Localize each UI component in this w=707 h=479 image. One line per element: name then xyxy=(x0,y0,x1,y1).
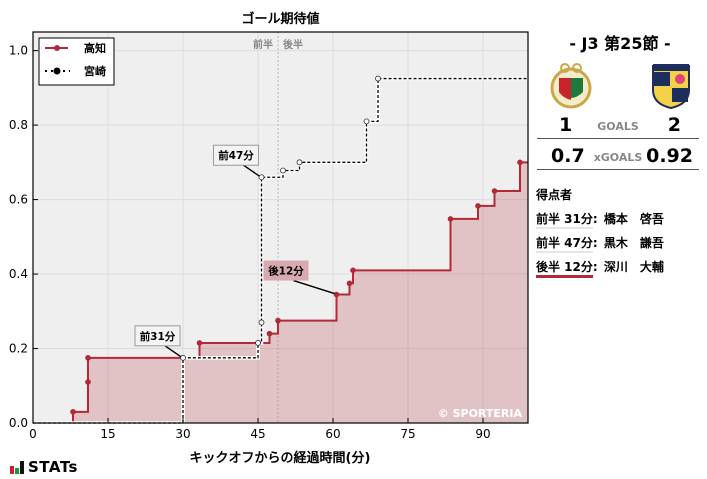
scorer-name: 橋本 啓吾 xyxy=(603,212,664,226)
svg-text:1.0: 1.0 xyxy=(9,44,28,58)
svg-text:30: 30 xyxy=(175,427,190,441)
scorer-name: 深川 大輔 xyxy=(603,260,664,274)
first-half-label: 前半 xyxy=(253,38,273,51)
chart-title: ゴール期待値 xyxy=(241,12,320,27)
svg-text:0.6: 0.6 xyxy=(9,193,28,207)
away-goals: 2 xyxy=(667,114,681,136)
scorer-row: 前半 31分: 橋本 啓吾 xyxy=(536,210,664,229)
legend-miyazaki-marker xyxy=(53,67,61,75)
goals-label: GOALS xyxy=(597,120,639,133)
svg-text:45: 45 xyxy=(250,427,265,441)
xgoals-row: 0.7 xGOALS 0.92 xyxy=(537,144,699,170)
svg-text:後12分: 後12分 xyxy=(267,265,304,278)
home-xg: 0.7 xyxy=(551,145,585,167)
stats-logo: STATs xyxy=(10,458,78,476)
away-xg: 0.92 xyxy=(646,145,693,167)
home-crest-icon xyxy=(550,63,592,109)
svg-text:0.4: 0.4 xyxy=(9,267,28,281)
x-axis-label: キックオフからの経過時間(分) xyxy=(190,450,371,466)
svg-text:0: 0 xyxy=(29,427,37,441)
svg-text:60: 60 xyxy=(325,427,340,441)
away-crest-icon xyxy=(652,64,690,110)
scorer-row: 後半 12分: 深川 大輔 xyxy=(536,258,664,278)
watermark: © SPORTERIA xyxy=(438,407,523,420)
second-half-label: 後半 xyxy=(283,38,303,51)
svg-text:15: 15 xyxy=(100,427,115,441)
xg-label: xGOALS xyxy=(593,151,643,164)
scorers-title: 得点者 xyxy=(536,188,573,202)
svg-text:0.8: 0.8 xyxy=(9,118,28,132)
axis-ticks: 0 15 30 45 60 75 90 0.0 0.2 0.4 0.6 0.8 1.0 xyxy=(9,44,491,441)
legend-kochi-label: 高知 xyxy=(84,41,106,55)
legend: 高知 宮崎 xyxy=(38,37,115,86)
svg-text:0.2: 0.2 xyxy=(9,342,28,356)
stats-bars-icon xyxy=(10,460,24,474)
legend-miyazaki-label: 宮崎 xyxy=(84,64,106,78)
series-layer xyxy=(33,75,528,425)
svg-text:前47分: 前47分 xyxy=(218,149,254,162)
plot-frame xyxy=(32,31,529,424)
svg-text:75: 75 xyxy=(400,427,415,441)
scorer-name: 黒木 謙吾 xyxy=(603,236,664,250)
scorer-time: 後半 12分 xyxy=(536,258,593,278)
svg-text:0.0: 0.0 xyxy=(9,416,28,430)
goals-row: 1 GOALS 2 xyxy=(537,113,699,139)
svg-text:90: 90 xyxy=(475,427,490,441)
scorer-row: 前半 47分: 黒木 謙吾 xyxy=(536,234,664,253)
round-title: - J3 第25節 - xyxy=(569,34,671,53)
scorer-time: 前半 31分 xyxy=(536,210,593,229)
svg-text:前31分: 前31分 xyxy=(140,330,176,343)
scorer-time: 前半 47分 xyxy=(536,234,593,253)
legend-kochi-marker xyxy=(54,45,60,51)
home-goals: 1 xyxy=(559,114,573,136)
stats-logo-text: STATs xyxy=(28,458,78,476)
